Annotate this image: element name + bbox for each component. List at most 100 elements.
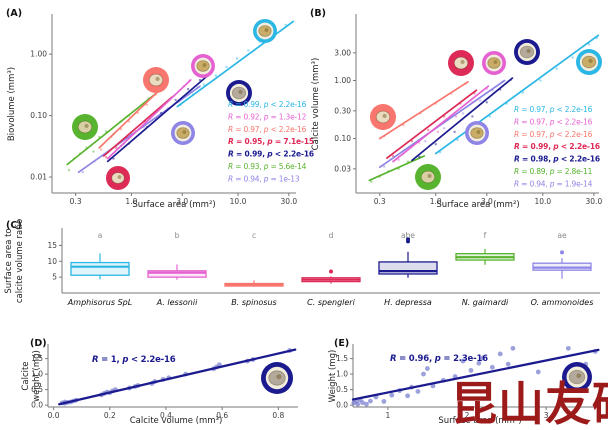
boxplot-5: abe H. depressa	[378, 231, 438, 307]
y-axis-title: Calcite	[21, 361, 31, 390]
series-navy	[106, 71, 213, 163]
species-icon	[261, 362, 293, 394]
data-point	[364, 401, 369, 407]
x-tick-label: 3.0	[176, 197, 188, 206]
data-point	[476, 360, 482, 366]
species-label: N. gaimardi	[462, 298, 509, 307]
data-point	[81, 170, 84, 174]
x-tick-label: 10.0	[230, 197, 247, 206]
data-point	[456, 138, 459, 141]
series-weight	[351, 345, 600, 407]
data-point	[436, 130, 440, 134]
significance-letter: a	[98, 231, 103, 240]
data-point	[92, 150, 95, 153]
data-point	[485, 101, 489, 104]
stat-text: R = 0.98, p < 2.2e-16	[514, 155, 600, 164]
x-axis-title: Calcite volume (mm³)	[130, 416, 223, 426]
data-point	[426, 128, 430, 132]
y-tick-label: 1.00	[334, 76, 351, 85]
regression-line	[386, 89, 478, 159]
y-axis-title: Biovolume (mm³)	[7, 67, 17, 141]
data-point	[391, 154, 395, 158]
y-axis-title: weight (mg)	[32, 350, 42, 402]
data-point	[555, 67, 558, 70]
species-icon	[106, 166, 130, 190]
data-point	[104, 156, 108, 159]
y-tick-label: 5	[52, 273, 57, 282]
x-tick-label: 0.3	[374, 197, 386, 206]
data-point	[415, 389, 421, 394]
panel-A: 0.3 1.0 3.0 10.0 30.0 0.01 0.10 1.00 R = 0.99, p…	[6, 8, 314, 210]
species-label: B. spinosus	[231, 298, 276, 307]
regression-line	[378, 79, 506, 169]
outlier-point	[406, 237, 410, 242]
x-tick-label: 0.2	[104, 411, 116, 420]
x-tick-label: 0.4	[160, 411, 172, 420]
data-point	[186, 87, 190, 91]
series-red	[386, 89, 478, 159]
panel-label: (A)	[6, 8, 22, 19]
data-point	[368, 398, 373, 404]
stat-text: R = 0.99, p < 2.2e-16	[228, 100, 307, 109]
boxplot-3: c B. spinosus	[224, 231, 284, 307]
data-point	[478, 99, 482, 102]
data-point	[461, 112, 465, 115]
stat-text: R = 0.99, p < 2.2e-16	[228, 150, 314, 159]
species-label: C. spengleri	[307, 298, 355, 307]
y-axis-title: Weight (mg)	[328, 350, 338, 403]
boxplot-2: b A. lessonii	[147, 231, 207, 307]
panel-C: 5 10 15 a Amphisorus SpL b A. lessonii c B. spin…	[4, 219, 600, 307]
data-point	[214, 74, 218, 77]
stat-text: R = 0.97, p < 2.2e-16	[514, 130, 593, 139]
stat-text: R = 0.89, p = 2.8e-11	[514, 167, 593, 176]
regression-line	[434, 34, 600, 155]
data-point	[471, 115, 474, 118]
significance-letter: b	[175, 231, 180, 240]
data-point	[235, 57, 239, 60]
stat-text: R = 0.97, p < 2.2e-16	[514, 105, 593, 114]
series-calcite	[58, 348, 297, 406]
y-tick-label: 0.5	[31, 385, 43, 394]
data-point	[443, 127, 446, 130]
stat-text: R = 0.96, p = 2.3e-16	[390, 354, 488, 364]
y-axis-title: calcite volume ratio	[15, 219, 25, 303]
data-point	[99, 148, 103, 151]
y-tick-label: 0.10	[30, 111, 47, 120]
boxplot-7: ae O. ammonoides	[531, 231, 594, 307]
panel-label: (C)	[6, 220, 22, 231]
species-label: O. ammonoides	[531, 298, 594, 307]
data-point	[535, 369, 541, 375]
species-icon	[448, 50, 474, 76]
y-tick-label: 1.0	[31, 370, 43, 379]
species-label: H. depressa	[384, 298, 432, 307]
data-point	[497, 351, 503, 357]
regression-line	[392, 85, 490, 163]
species-icon	[465, 121, 489, 145]
y-tick-label: 0.0	[336, 401, 348, 410]
data-point	[174, 98, 177, 102]
panel-label: (B)	[310, 8, 326, 19]
stat-text: R = 0.94, p = 1e-13	[228, 174, 300, 183]
data-point	[145, 103, 149, 106]
x-tick-label: 0.3	[70, 197, 82, 206]
y-tick-label: 0.03	[334, 164, 351, 173]
x-tick-label: 3.0	[481, 197, 493, 206]
data-point	[247, 49, 250, 52]
data-point	[397, 158, 400, 161]
y-tick-label: 1.0	[336, 370, 348, 379]
species-label: Amphisorus SpL	[67, 298, 132, 307]
significance-letter: ae	[557, 231, 567, 240]
species-icon	[576, 49, 602, 75]
x-axis-title: Surface area (mm²)	[132, 200, 215, 210]
species-label: A. lessonii	[156, 298, 198, 307]
data-point	[381, 399, 387, 404]
boxplot-6: f N. gaimardi	[455, 231, 515, 307]
x-tick-label: 0.8	[272, 411, 284, 420]
data-point	[571, 56, 574, 59]
y-tick-label: 0.5	[336, 385, 348, 394]
data-point	[454, 115, 458, 118]
y-tick-label: 0.10	[334, 134, 351, 143]
x-axis-title: Surface area (mm²)	[436, 200, 519, 210]
data-point	[114, 146, 118, 149]
